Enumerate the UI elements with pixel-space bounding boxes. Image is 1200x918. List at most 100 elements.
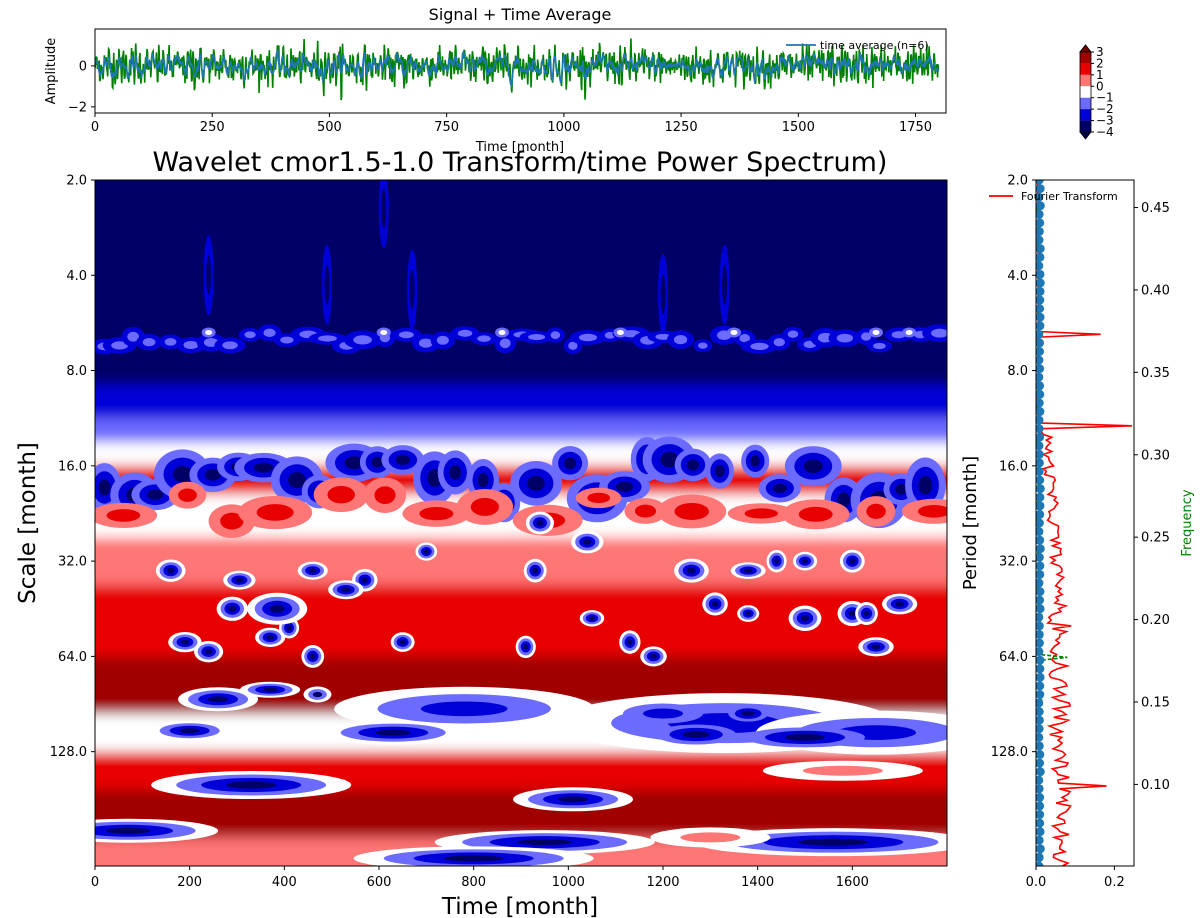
heatmap-blob (800, 615, 810, 622)
heatmap-blob (588, 616, 596, 621)
heatmap-blob (532, 567, 539, 574)
fourier-marker (1036, 509, 1045, 519)
heatmap-band (95, 442, 947, 448)
fourier-marker (1036, 321, 1045, 331)
heatmap-band (95, 680, 947, 686)
heatmap-blob (398, 331, 414, 339)
fourier-marker (1036, 818, 1045, 828)
heatmap-blob (905, 329, 913, 335)
heatmap-band (95, 546, 947, 553)
colorbar-tick-label: 2 (1096, 56, 1104, 70)
fourier-marker (1036, 184, 1045, 194)
fourier-marker (1036, 535, 1045, 545)
heatmap-blob (375, 729, 411, 736)
fourier-marker (1036, 261, 1044, 271)
heatmap-blob (616, 329, 624, 335)
heatmap-band (95, 789, 947, 796)
wavelet-ytick-label: 64.0 (58, 650, 87, 665)
fourier-ytick-right-label: 0.25 (1141, 531, 1170, 546)
fourier-marker (1036, 518, 1044, 528)
fourier-legend: Fourier Transform (989, 190, 1118, 203)
heatmap-band (95, 413, 947, 420)
heatmap-blob (866, 503, 886, 520)
heatmap-blob (436, 335, 449, 345)
heatmap-blob (698, 342, 708, 349)
heatmap-blob (918, 476, 933, 495)
heatmap-blob (263, 328, 276, 338)
fourier-marker (1036, 312, 1045, 322)
fourier-marker (1036, 209, 1044, 219)
heatmap-band (95, 199, 947, 205)
colorbar-segment (1080, 120, 1091, 132)
colorbar-segment (1080, 63, 1091, 75)
heatmap-band (95, 503, 947, 510)
heatmap-band (75, 880, 967, 886)
fourier-marker (1036, 810, 1045, 820)
heatmap-blob (849, 558, 856, 564)
heatmap-blob (499, 338, 511, 349)
heatmap-band (95, 580, 947, 586)
heatmap-band (95, 208, 947, 215)
signal-xtick-label: 1750 (899, 120, 932, 135)
fourier-marker (1036, 269, 1045, 279)
heatmap-blob (222, 341, 238, 350)
fourier-marker (1036, 415, 1044, 425)
heatmap-blob (568, 341, 578, 350)
fourier-marker (1036, 578, 1044, 588)
heatmap-band (95, 380, 947, 386)
heatmap-blob (528, 334, 546, 341)
fourier-marker (1036, 355, 1044, 365)
heatmap-band (95, 294, 947, 301)
fourier-marker (1036, 278, 1045, 288)
heatmap-blob (288, 472, 306, 488)
heatmap-band (95, 613, 947, 620)
heatmap-band (95, 180, 947, 186)
heatmap-band (95, 542, 947, 548)
heatmap-band (95, 284, 947, 291)
heatmap-band (95, 218, 947, 224)
heatmap-band (95, 665, 947, 672)
heatmap-blob (682, 731, 710, 738)
fourier-marker (1036, 715, 1044, 725)
heatmap-blob (715, 465, 725, 477)
heatmap-band (95, 375, 947, 382)
colorbar-segment (1080, 86, 1091, 98)
fourier-xtick-label: 0.2 (1104, 875, 1125, 890)
wavelet-xlabel: Time [month] (441, 894, 598, 918)
heatmap-blob (627, 639, 633, 646)
heatmap-blob (226, 781, 277, 789)
fourier-ytick-right-label: 0.35 (1141, 366, 1170, 381)
heatmap-band (95, 408, 947, 415)
fourier-marker (1036, 449, 1044, 459)
wavelet-xtick-label: 1200 (646, 875, 679, 890)
heatmap-blob (616, 481, 634, 492)
heatmap-band (95, 632, 947, 639)
fourier-marker (1036, 698, 1044, 708)
heatmap-band (95, 308, 947, 315)
heatmap-band (95, 608, 947, 615)
heatmap-blob (147, 489, 164, 500)
fourier-marker (1036, 338, 1045, 348)
colorbar-tick-label: −3 (1096, 114, 1114, 128)
heatmap-blob (739, 334, 751, 343)
colorbar-tick-label: 3 (1096, 45, 1104, 59)
heatmap-blob (228, 605, 237, 612)
heatmap-band (75, 871, 967, 877)
wavelet-xtick-label: 400 (272, 875, 297, 890)
heatmap-blob (183, 340, 199, 349)
heatmap-blob (798, 506, 833, 522)
heatmap-blob (262, 687, 278, 692)
heatmap-blob (309, 653, 316, 660)
wavelet-title: Wavelet cmor1.5-1.0 Transform/time Power… (153, 147, 888, 178)
fourier-marker (1036, 424, 1044, 434)
heatmap-blob (308, 568, 317, 573)
signal-xtick-label: 750 (434, 120, 459, 135)
heatmap-band (95, 361, 947, 367)
fourier-frame (1035, 179, 1135, 867)
heatmap-blob (578, 333, 598, 342)
fourier-marker (1036, 347, 1045, 356)
fourier-ytick-right-label: 0.15 (1141, 695, 1170, 710)
heatmap-blob (269, 604, 285, 613)
heatmap-blob (344, 456, 364, 470)
